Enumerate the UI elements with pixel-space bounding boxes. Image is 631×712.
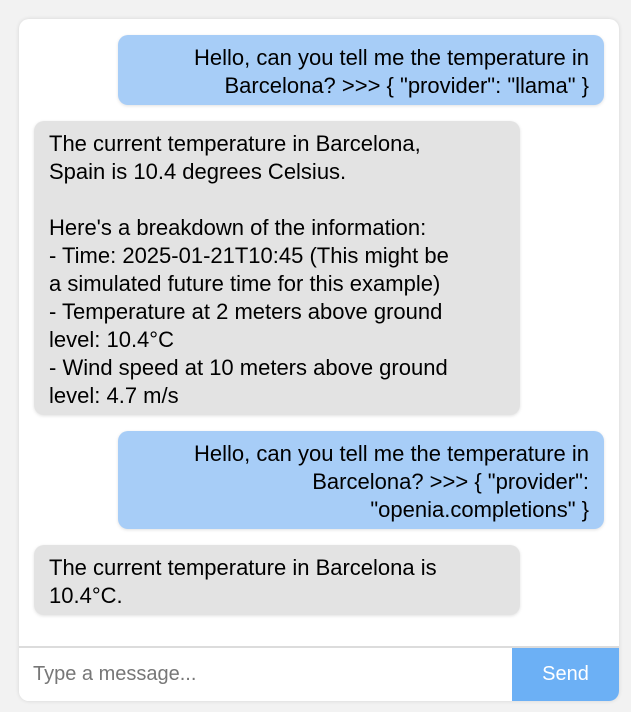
chat-window: Hello, can you tell me the temperature i…	[19, 19, 619, 701]
message-composer: Send	[19, 646, 619, 701]
user-message: Hello, can you tell me the temperature i…	[118, 35, 604, 105]
message-input[interactable]	[19, 648, 512, 701]
assistant-message: The current temperature in Barcelona is …	[34, 545, 520, 615]
assistant-message: The current temperature in Barcelona, Sp…	[34, 121, 520, 415]
message-list: Hello, can you tell me the temperature i…	[19, 19, 619, 646]
send-button[interactable]: Send	[512, 648, 619, 701]
user-message: Hello, can you tell me the temperature i…	[118, 431, 604, 529]
